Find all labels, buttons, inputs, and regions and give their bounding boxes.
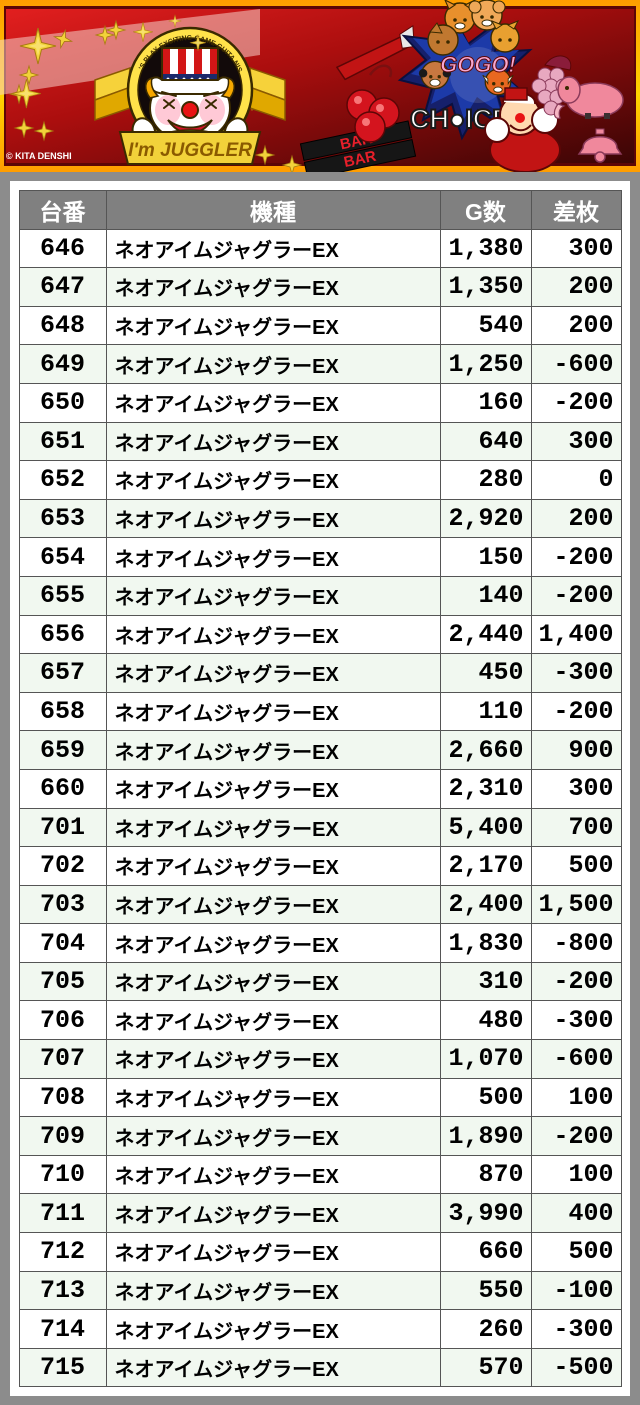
svg-text:I'm JUGGLER: I'm JUGGLER: [128, 140, 252, 161]
svg-text:GOGO!: GOGO!: [440, 52, 516, 77]
svg-text:© KITA DENSHI: © KITA DENSHI: [6, 151, 72, 161]
